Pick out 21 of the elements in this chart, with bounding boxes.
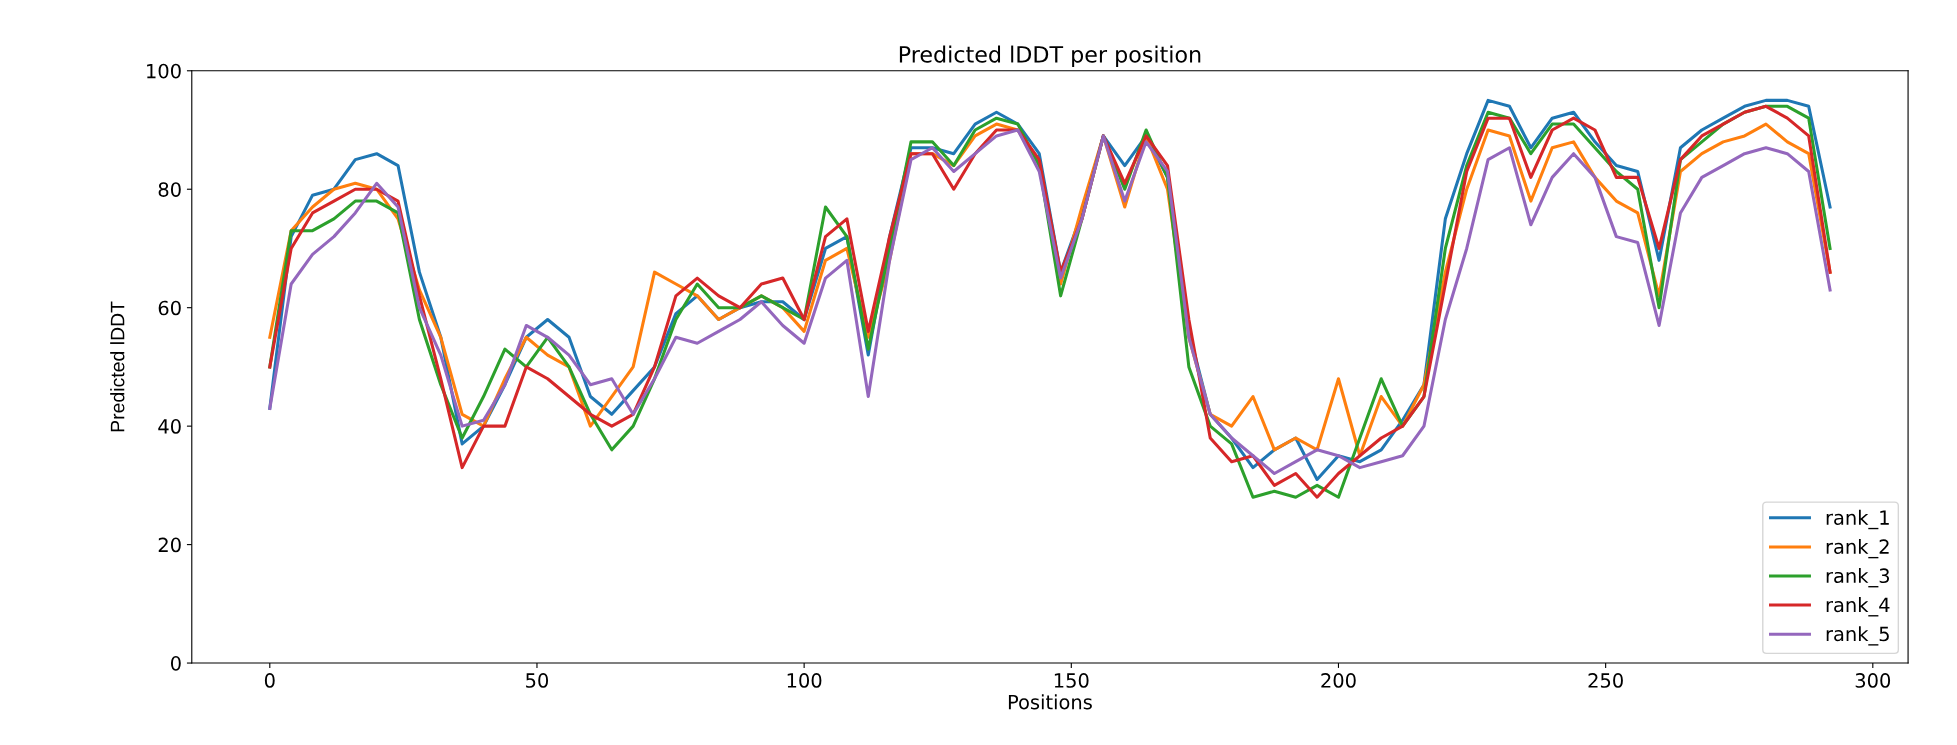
chart-title: Predicted lDDT per position xyxy=(899,45,1201,68)
y-tick-label: 0 xyxy=(170,656,181,671)
legend-label: rank_5 xyxy=(1826,626,1889,646)
x-tick-label: 150 xyxy=(1054,673,1089,688)
legend-label: rank_1 xyxy=(1826,509,1889,530)
y-tick-label: 20 xyxy=(158,537,181,553)
legend-label: rank_4 xyxy=(1826,597,1890,617)
x-axis-title: Positions xyxy=(1008,694,1092,710)
x-tick-label: 100 xyxy=(787,673,822,688)
x-tick-label: 200 xyxy=(1321,673,1356,688)
x-tick-label: 300 xyxy=(1855,673,1891,688)
legend-label: rank_2 xyxy=(1826,538,1889,559)
y-tick-label: 100 xyxy=(147,63,181,79)
x-tick-label: 50 xyxy=(526,673,549,688)
legend-label: rank_3 xyxy=(1826,568,1890,588)
y-tick-label: 80 xyxy=(158,182,181,197)
y-axis-title: Predicted lDDT xyxy=(110,301,125,432)
x-tick-label: 0 xyxy=(264,673,275,688)
y-tick-label: 60 xyxy=(158,300,181,316)
x-tick-label: 250 xyxy=(1588,673,1623,688)
y-tick-label: 40 xyxy=(158,419,181,434)
